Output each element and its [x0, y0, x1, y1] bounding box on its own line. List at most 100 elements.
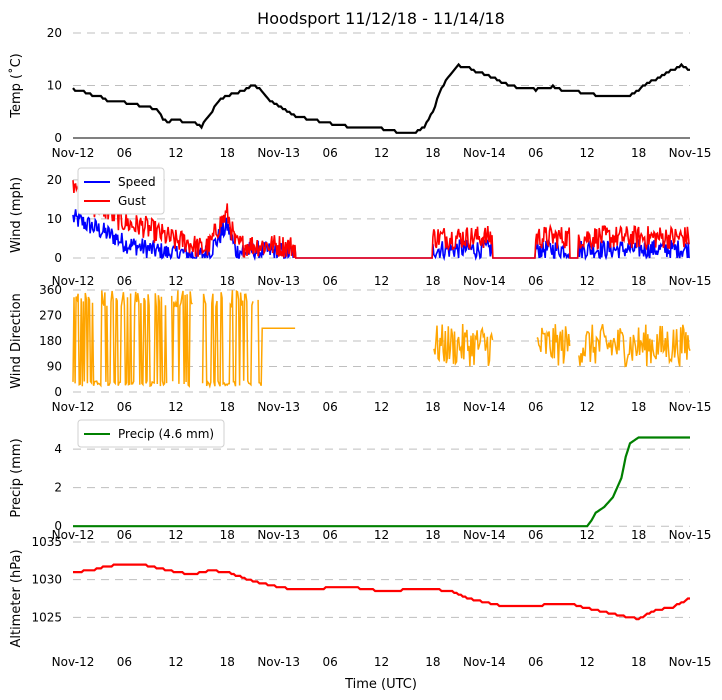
y-tick-label: 360: [39, 283, 62, 297]
legend-label: Precip (4.6 mm): [118, 427, 214, 441]
y-tick-label: 2: [54, 481, 62, 495]
x-tick-label: Nov-15: [669, 528, 712, 542]
x-tick-label: 18: [425, 528, 440, 542]
x-tick-label: Nov-12: [52, 400, 95, 414]
panel-temp: 0 10 20 Temp (˚C) Nov-12 06 12 18 Nov-13 06 12 18 No…: [8, 26, 711, 160]
y-axis-label: Precip (mm): [9, 438, 24, 517]
x-tick-label: 12: [374, 146, 389, 160]
x-tick-label: 18: [220, 400, 235, 414]
series-precip-4-6-mm-: [73, 436, 690, 528]
x-tick-label: 18: [631, 528, 646, 542]
x-tick-label: 06: [322, 655, 337, 669]
x-tick-label: 12: [580, 528, 595, 542]
y-axis-label: Wind (mph): [9, 177, 24, 253]
x-tick-label: 12: [374, 274, 389, 288]
x-tick-label: 06: [322, 528, 337, 542]
x-tick-label: 18: [220, 528, 235, 542]
legend-box: [77, 167, 165, 215]
x-tick-label: Nov-14: [463, 400, 506, 414]
series-temp: [72, 62, 690, 134]
legend-label: Speed: [118, 175, 156, 189]
y-tick-label: 4: [54, 442, 62, 456]
x-axis-label: Time (UTC): [344, 677, 417, 692]
x-tick-label: 06: [528, 528, 543, 542]
panel-precip: 0 2 4 Precip (mm) Nov-12 06 12 18 Nov-13 06 12 18 No…: [9, 419, 712, 542]
y-tick-label: 0: [54, 251, 62, 265]
x-tick-label: Nov-13: [257, 655, 300, 669]
y-tick-label: 0: [54, 385, 62, 399]
y-tick-label: 180: [39, 334, 62, 348]
legend-box: [77, 419, 225, 448]
x-tick-label: 12: [374, 400, 389, 414]
x-tick-label: 06: [528, 274, 543, 288]
y-tick-label: 270: [39, 309, 62, 323]
x-tick-label: 12: [168, 400, 183, 414]
panel-alt: 1025 1030 1035 Altimeter (hPa) Nov-12 06 12 18 N…: [9, 535, 711, 669]
y-axis-label: Temp (˚C): [8, 53, 24, 119]
x-tick-label: Nov-15: [669, 274, 712, 288]
y-tick-label: 10: [47, 212, 62, 226]
y-axis-label: Altimeter (hPa): [9, 549, 24, 647]
x-tick-label: 06: [528, 146, 543, 160]
x-tick-label: 12: [580, 655, 595, 669]
x-tick-label: 18: [425, 146, 440, 160]
x-tick-label: Nov-15: [669, 146, 712, 160]
series-direction: [72, 289, 691, 389]
x-tick-label: 12: [168, 655, 183, 669]
x-tick-label: Nov-14: [463, 146, 506, 160]
legend: Precip (4.6 mm): [77, 419, 225, 448]
legend-label: Gust: [118, 194, 146, 208]
x-tick-label: Nov-12: [52, 655, 95, 669]
x-tick-label: 18: [631, 146, 646, 160]
series-gust: [72, 175, 690, 259]
y-tick-label: 1035: [31, 535, 62, 549]
x-tick-label: Nov-14: [463, 528, 506, 542]
x-tick-label: Nov-12: [52, 146, 95, 160]
y-tick-label: 1025: [31, 610, 62, 624]
y-tick-label: 1030: [31, 573, 62, 587]
x-tick-label: Nov-14: [463, 274, 506, 288]
x-tick-label: 06: [117, 400, 132, 414]
series-altimeter: [73, 563, 690, 621]
x-tick-label: 06: [322, 274, 337, 288]
x-tick-label: 18: [220, 274, 235, 288]
y-tick-label: 10: [47, 79, 62, 93]
panel-wind: 0 10 20 Wind (mph) Nov-12 06 12 18 Nov-13 06 12 18 N…: [9, 167, 712, 288]
x-tick-label: 12: [580, 146, 595, 160]
x-tick-label: 18: [425, 274, 440, 288]
x-tick-label: 12: [168, 146, 183, 160]
x-tick-label: 18: [631, 274, 646, 288]
x-tick-label: Nov-14: [463, 655, 506, 669]
x-tick-label: 12: [580, 274, 595, 288]
legend: Speed Gust: [77, 167, 165, 215]
x-tick-label: 06: [117, 528, 132, 542]
y-axis-label: Wind Direction: [9, 293, 24, 389]
x-tick-label: 06: [528, 655, 543, 669]
x-tick-label: 18: [220, 655, 235, 669]
x-tick-label: Nov-13: [257, 274, 300, 288]
x-tick-label: 06: [322, 146, 337, 160]
chart-title: Hoodsport 11/12/18 - 11/14/18: [257, 9, 505, 28]
y-tick-label: 20: [47, 26, 62, 40]
x-tick-label: 06: [528, 400, 543, 414]
x-tick-label: 06: [117, 146, 132, 160]
y-tick-label: 20: [47, 173, 62, 187]
panel-dir: 0 90 180 270 360 Wind Direction Nov-12 06 12 18 No…: [9, 283, 711, 414]
x-tick-label: 18: [220, 146, 235, 160]
x-tick-label: Nov-15: [669, 655, 712, 669]
x-tick-label: 12: [374, 655, 389, 669]
x-tick-label: Nov-13: [257, 528, 300, 542]
x-tick-label: 18: [425, 655, 440, 669]
x-tick-label: 18: [425, 400, 440, 414]
y-tick-label: 0: [54, 519, 62, 533]
x-tick-label: Nov-12: [52, 274, 95, 288]
x-tick-label: 06: [117, 274, 132, 288]
x-tick-label: 06: [117, 655, 132, 669]
x-tick-label: 06: [322, 400, 337, 414]
x-tick-label: Nov-12: [52, 528, 95, 542]
x-tick-label: Nov-15: [669, 400, 712, 414]
x-tick-label: 12: [580, 400, 595, 414]
x-tick-label: Nov-13: [257, 146, 300, 160]
